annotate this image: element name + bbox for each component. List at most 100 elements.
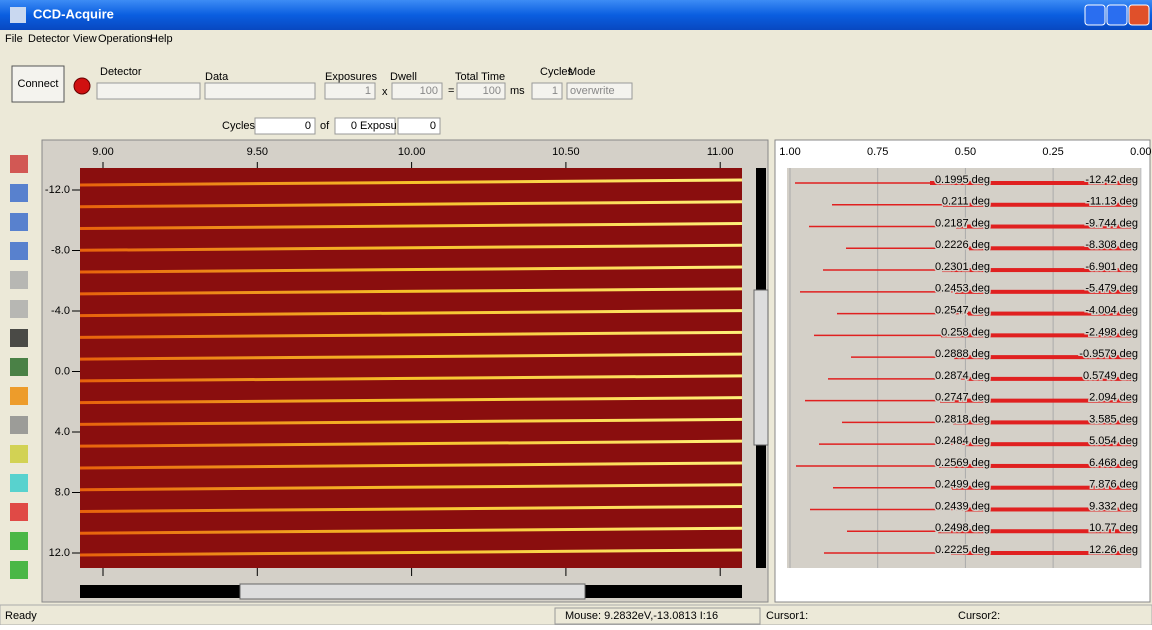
right-label: -2.498 deg	[1085, 326, 1138, 338]
progress-value: 0	[305, 120, 311, 132]
tool-icon[interactable]	[10, 561, 28, 579]
tool-icon[interactable]	[10, 184, 28, 202]
tool-icon[interactable]	[10, 300, 28, 318]
x-tick-label: 10.50	[552, 146, 580, 158]
input-field[interactable]	[205, 83, 315, 99]
tool-icon[interactable]	[10, 445, 28, 463]
y-tick-label: 0.0	[55, 365, 70, 377]
tool-icon[interactable]	[10, 242, 28, 260]
right-label: -9.744 deg	[1085, 217, 1138, 229]
tool-icon[interactable]	[10, 155, 28, 173]
x-tick-label: 11.00	[707, 146, 734, 158]
field-label: Exposures	[325, 71, 377, 83]
left-label: 0.2498 deg	[935, 522, 990, 534]
right-label: 0.5749 deg	[1083, 370, 1138, 382]
left-label: 0.2499 deg	[935, 479, 990, 491]
progress-value: 0	[430, 120, 436, 132]
tool-icon[interactable]	[10, 532, 28, 550]
x-tick-label: 9.50	[247, 146, 268, 158]
field-value: 1	[552, 85, 558, 97]
x-tick-label: 0.25	[1042, 146, 1063, 158]
tool-icon[interactable]	[10, 358, 28, 376]
y-tick-label: 12.0	[49, 547, 70, 559]
left-label: 0.2547 deg	[935, 304, 990, 316]
right-label: -6.901 deg	[1085, 261, 1138, 273]
left-label: 0.2225 deg	[935, 544, 990, 556]
left-label: 0.2439 deg	[935, 500, 990, 512]
y-tick-label: -8.0	[51, 244, 70, 256]
field-value: 100	[483, 85, 501, 97]
page: CCD-Acquire Connect FileDetectorViewOper…	[0, 0, 1152, 625]
left-label: 0.2187 deg	[935, 217, 990, 229]
right-label: -0.9579 deg	[1079, 348, 1138, 360]
status-text: Ready	[5, 610, 37, 622]
field-label: Dwell	[390, 71, 417, 83]
operator: =	[448, 85, 454, 97]
status-text: Cursor1:	[766, 610, 808, 622]
left-label: 0.1995 deg	[935, 174, 990, 186]
x-tick-label: 0.00	[1130, 146, 1151, 158]
status-text: Cursor2:	[958, 610, 1000, 622]
right-label: 2.094 deg	[1089, 392, 1138, 404]
tool-icon[interactable]	[10, 503, 28, 521]
close-button[interactable]	[1129, 5, 1149, 25]
progress-label: Cycles	[222, 120, 256, 132]
right-label: -11.13 deg	[1086, 196, 1138, 208]
left-label: 0.2569 deg	[935, 457, 990, 469]
x-tick-label: 0.75	[867, 146, 888, 158]
left-label: 0.2747 deg	[935, 392, 990, 404]
input-field[interactable]	[97, 83, 200, 99]
left-label: 0.2453 deg	[935, 283, 990, 295]
left-label: 0.2818 deg	[935, 413, 990, 425]
x-tick-label: 1.00	[779, 146, 800, 158]
operator: x	[382, 86, 388, 98]
x-tick-label: 9.00	[92, 146, 113, 158]
left-label: 0.258 deg	[941, 326, 990, 338]
field-value: 100	[420, 85, 438, 97]
maximize-button[interactable]	[1107, 5, 1127, 25]
tool-icon[interactable]	[10, 416, 28, 434]
menu-item[interactable]: View	[73, 33, 97, 45]
right-label: 6.468 deg	[1089, 457, 1138, 469]
progress-label: of	[320, 120, 330, 132]
menu-item[interactable]: File	[5, 33, 23, 45]
right-label: 3.585 deg	[1089, 413, 1138, 425]
window-title: CCD-Acquire	[33, 6, 114, 21]
v-scroll-thumb[interactable]	[754, 290, 768, 445]
left-label: 0.2888 deg	[935, 348, 990, 360]
unit: ms	[510, 85, 525, 97]
right-label: 7.876 deg	[1089, 479, 1138, 491]
right-label: 10.77 deg	[1089, 522, 1138, 534]
field-label: Detector	[100, 66, 142, 78]
left-label: 0.2301 deg	[935, 261, 990, 273]
y-tick-label: 8.0	[55, 486, 70, 498]
right-label: -4.004 deg	[1085, 304, 1138, 316]
app-window: CCD-Acquire Connect FileDetectorViewOper…	[0, 0, 1152, 625]
minimize-button[interactable]	[1085, 5, 1105, 25]
left-label: 0.211 deg	[942, 196, 990, 208]
menu-bar	[0, 30, 1152, 48]
tool-icon[interactable]	[10, 474, 28, 492]
tool-icon[interactable]	[10, 329, 28, 347]
field-value: 1	[365, 85, 371, 97]
x-tick-label: 10.00	[398, 146, 426, 158]
y-tick-label: -4.0	[51, 305, 70, 317]
tool-icon[interactable]	[10, 213, 28, 231]
menu-item[interactable]: Operations	[98, 33, 152, 45]
right-label: -8.308 deg	[1085, 239, 1138, 251]
connect-label[interactable]: Connect	[18, 78, 59, 90]
tool-icon[interactable]	[10, 387, 28, 405]
status-light	[74, 78, 90, 94]
menu-item[interactable]: Detector	[28, 33, 70, 45]
left-label: 0.2226 deg	[935, 239, 990, 251]
left-label: 0.2874 deg	[935, 370, 990, 382]
right-label: -12.42 deg	[1085, 174, 1138, 186]
title-bar	[0, 0, 1152, 30]
right-label: 12.26 deg	[1089, 544, 1138, 556]
right-label: 9.332 deg	[1089, 500, 1138, 512]
tool-icon[interactable]	[10, 271, 28, 289]
field-label: Total Time	[455, 71, 505, 83]
menu-item[interactable]: Help	[150, 33, 173, 45]
h-scroll-thumb[interactable]	[240, 584, 585, 599]
y-tick-label: 4.0	[55, 426, 70, 438]
